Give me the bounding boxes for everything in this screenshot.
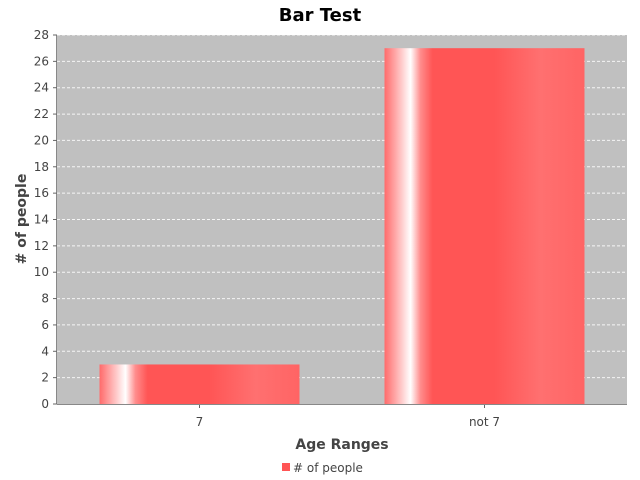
y-tick-label: 12 — [34, 239, 49, 253]
legend-label: # of people — [293, 461, 363, 475]
chart-title: Bar Test — [279, 5, 362, 26]
y-tick-label: 24 — [34, 81, 49, 95]
legend-swatch — [282, 463, 290, 471]
y-tick-label: 18 — [34, 160, 49, 174]
y-axis-title: # of people — [14, 174, 30, 265]
y-tick-label: 8 — [41, 292, 49, 306]
y-tick-label: 16 — [34, 186, 49, 200]
legend: # of people — [282, 461, 363, 475]
y-tick-label: 4 — [41, 344, 49, 358]
y-tick-label: 0 — [41, 397, 49, 411]
bar-7 — [99, 364, 300, 404]
x-axis-title: Age Ranges — [295, 437, 388, 453]
y-tick-label: 20 — [34, 133, 49, 147]
x-tick-label: not 7 — [469, 415, 500, 429]
y-tick-label: 2 — [41, 371, 49, 385]
y-tick-label: 28 — [34, 28, 49, 42]
x-tick-label: 7 — [196, 415, 204, 429]
bar-not-7 — [384, 48, 585, 405]
y-tick-label: 10 — [34, 265, 49, 279]
y-tick-label: 6 — [41, 318, 49, 332]
y-tick-label: 14 — [34, 213, 49, 227]
y-tick-label: 22 — [34, 107, 49, 121]
y-tick-label: 26 — [34, 54, 49, 68]
